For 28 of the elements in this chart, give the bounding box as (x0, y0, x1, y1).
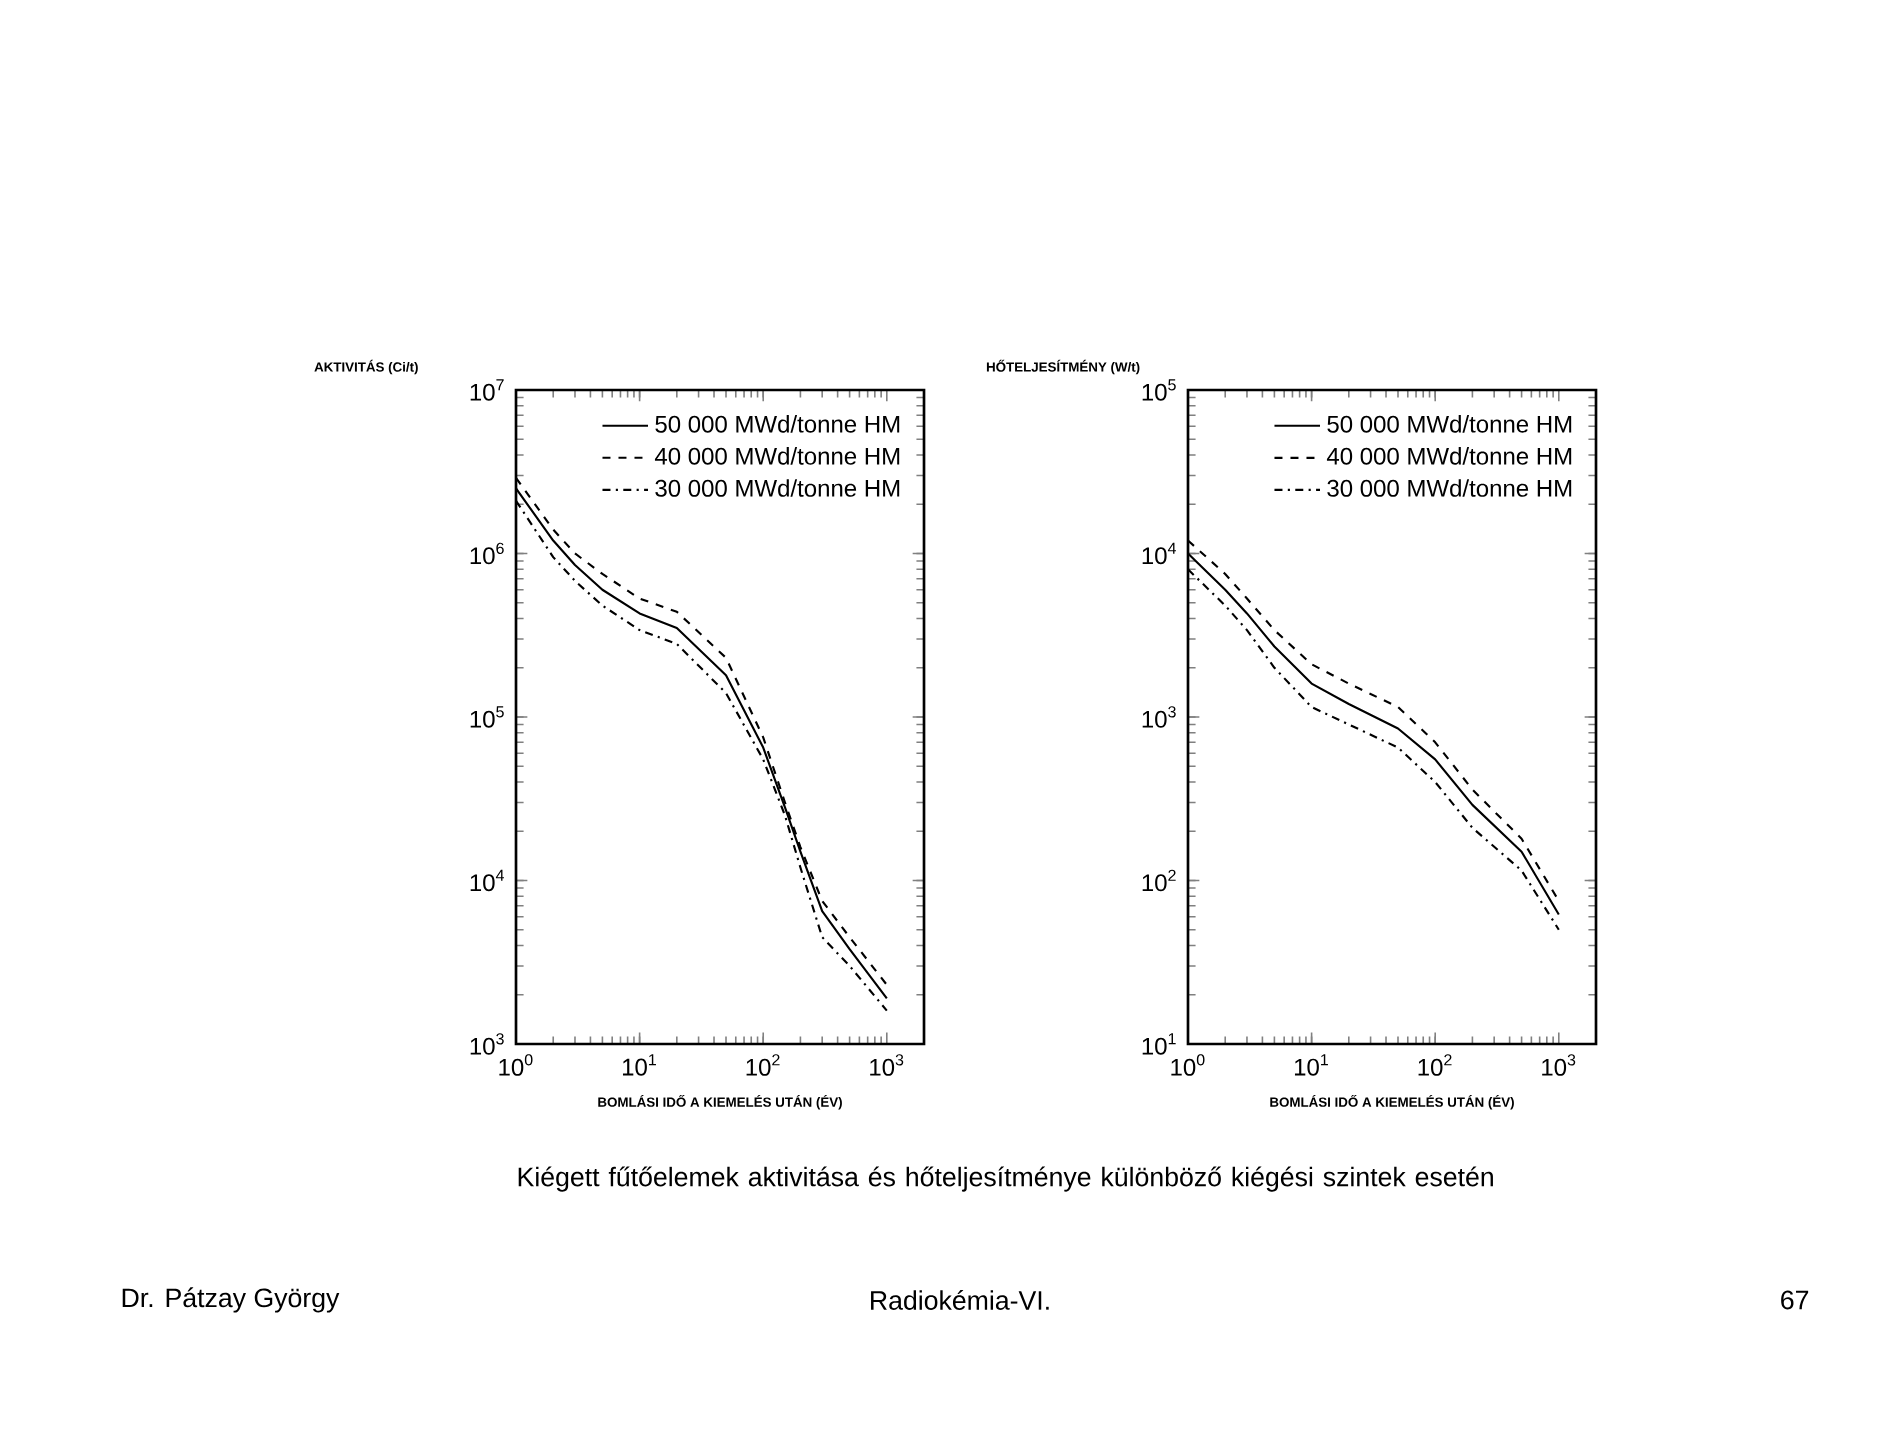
y-tick-label: 10$^{1}$ (1142, 1033, 1176, 1055)
legend-label: 50 000 MWd/tonne HM (1327, 415, 1572, 433)
x-tick-label: 10$^{0}$ (1171, 1054, 1205, 1076)
legend-label: 40 000 MWd/tonne HM (654, 447, 900, 465)
y-tick-label: 10$^{5}$ (470, 706, 504, 728)
x-tick-label: 10$^{1}$ (1294, 1054, 1328, 1076)
text: Kiégett fűtőelemek aktivitása és hőteljesítménye különböző kiégési szintek esetén (518, 1166, 1493, 1192)
y-tick-label: 10$^{3}$ (470, 1033, 504, 1055)
legend-label: 30 000 MWd/tonne HM (655, 479, 900, 497)
x-tick-label: 10$^{3}$ (1542, 1054, 1576, 1076)
legend-label: 30 000 MWd/tonne HM (1327, 479, 1572, 497)
y-tick-label: 10$^{2}$ (1142, 869, 1176, 892)
legend-label: 50 000 MWd/tonne HM (655, 415, 900, 433)
x-tick-label: 10$^{2}$ (1418, 1054, 1452, 1076)
x-tick-label: 10$^{2}$ (746, 1054, 780, 1076)
y-tick-label: 10$^{4}$ (1142, 542, 1176, 565)
y-tick-label: 10$^{3}$ (1142, 706, 1176, 728)
legend-label: 40 000 MWd/tonne HM (1326, 447, 1572, 465)
x-tick-label: 10$^{1}$ (622, 1054, 656, 1076)
y-tick-label: 10$^{7}$ (470, 379, 504, 401)
y-tick-label: 10$^{4}$ (470, 869, 504, 892)
y-tick-label: 10$^{6}$ (470, 542, 504, 565)
text: 67 (1781, 1290, 1809, 1310)
x-tick-label: 10$^{0}$ (499, 1054, 533, 1076)
text: Radiokémia-VI. (871, 1290, 1049, 1310)
text: Dr. Pátzay György (122, 1287, 340, 1313)
x-tick-label: 10$^{3}$ (870, 1054, 904, 1076)
y-tick-label: 10$^{5}$ (1142, 379, 1176, 401)
